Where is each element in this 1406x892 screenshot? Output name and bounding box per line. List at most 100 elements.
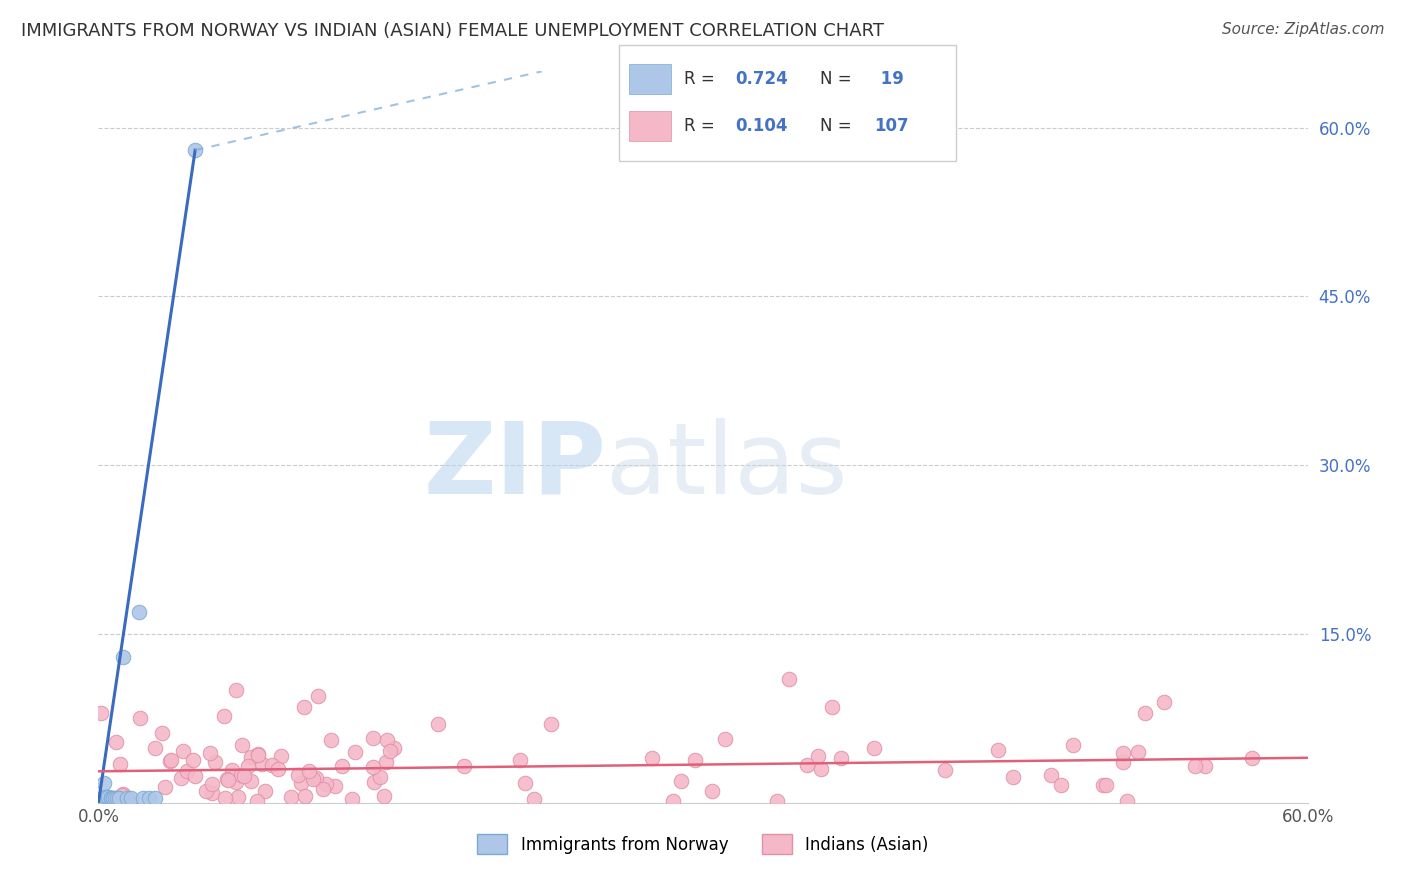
Text: Source: ZipAtlas.com: Source: ZipAtlas.com [1222, 22, 1385, 37]
Point [172, 744, 194, 758]
Point [181, 753, 204, 767]
Point [201, 777, 224, 791]
Legend: Immigrants from Norway, Indians (Asian): Immigrants from Norway, Indians (Asian) [471, 828, 935, 860]
Point [246, 747, 269, 762]
Bar [628, 112, 671, 141]
Point [1153, 694, 1175, 708]
Point [1092, 778, 1115, 792]
Point [640, 750, 662, 764]
Point [766, 793, 789, 807]
Point [292, 700, 315, 714]
Point [184, 143, 207, 157]
Point [111, 649, 134, 664]
Point [254, 784, 277, 798]
Point [375, 733, 398, 747]
Point [195, 783, 218, 797]
Point [290, 776, 312, 790]
Point [229, 768, 252, 782]
Point [280, 789, 302, 804]
Point [821, 700, 844, 714]
Point [373, 789, 395, 803]
Point [97, 792, 120, 806]
Point [1112, 755, 1135, 769]
Point [267, 762, 290, 776]
Point [382, 740, 405, 755]
Point [200, 746, 222, 760]
Point [323, 779, 346, 793]
Point [218, 773, 240, 788]
Point [246, 793, 269, 807]
Point [312, 782, 335, 797]
Point [294, 789, 316, 803]
Point [374, 755, 396, 769]
Point [1115, 793, 1137, 807]
Point [153, 780, 176, 794]
Point [214, 790, 236, 805]
Point [105, 734, 128, 748]
Point [307, 689, 329, 703]
Point [330, 758, 353, 772]
Point [1194, 759, 1216, 773]
Point [368, 770, 391, 784]
Point [236, 759, 259, 773]
Point [426, 717, 449, 731]
Point [830, 750, 852, 764]
Point [453, 759, 475, 773]
Point [513, 776, 536, 790]
Point [302, 772, 325, 786]
Point [231, 738, 253, 752]
Text: ZIP: ZIP [423, 417, 606, 515]
Point [523, 792, 546, 806]
Text: 19: 19 [875, 70, 904, 88]
Point [183, 769, 205, 783]
Point [262, 758, 284, 772]
Point [509, 753, 531, 767]
Point [225, 775, 247, 789]
Point [129, 711, 152, 725]
Point [100, 791, 122, 805]
Point [340, 792, 363, 806]
Point [221, 763, 243, 777]
Point [1062, 738, 1084, 752]
Point [120, 791, 142, 805]
Point [683, 753, 706, 767]
Point [363, 774, 385, 789]
Point [796, 758, 818, 772]
Point [702, 783, 724, 797]
Point [117, 792, 139, 806]
Point [321, 733, 343, 747]
Point [170, 772, 193, 786]
Text: IMMIGRANTS FROM NORWAY VS INDIAN (ASIAN) FEMALE UNEMPLOYMENT CORRELATION CHART: IMMIGRANTS FROM NORWAY VS INDIAN (ASIAN)… [21, 22, 884, 40]
Point [176, 764, 198, 778]
Point [669, 774, 692, 789]
Point [1126, 745, 1149, 759]
Point [103, 791, 125, 805]
Point [128, 605, 150, 619]
Point [1241, 751, 1264, 765]
Point [778, 672, 800, 686]
Point [105, 791, 128, 805]
Point [380, 744, 402, 758]
Point [214, 709, 236, 723]
Point [107, 791, 129, 805]
Point [1050, 778, 1073, 792]
Point [287, 768, 309, 782]
Point [305, 771, 328, 785]
Point [713, 731, 735, 746]
Point [160, 753, 183, 767]
Point [270, 748, 292, 763]
Point [246, 747, 269, 761]
Text: N =: N = [820, 70, 856, 88]
Text: atlas: atlas [606, 417, 848, 515]
Point [807, 748, 830, 763]
Point [204, 755, 226, 769]
Point [225, 683, 247, 698]
Point [810, 762, 832, 776]
Point [1112, 746, 1135, 760]
Point [239, 750, 262, 764]
Point [90, 706, 112, 720]
Point [232, 768, 254, 782]
Point [101, 791, 124, 805]
Point [110, 756, 132, 771]
Point [101, 791, 124, 805]
